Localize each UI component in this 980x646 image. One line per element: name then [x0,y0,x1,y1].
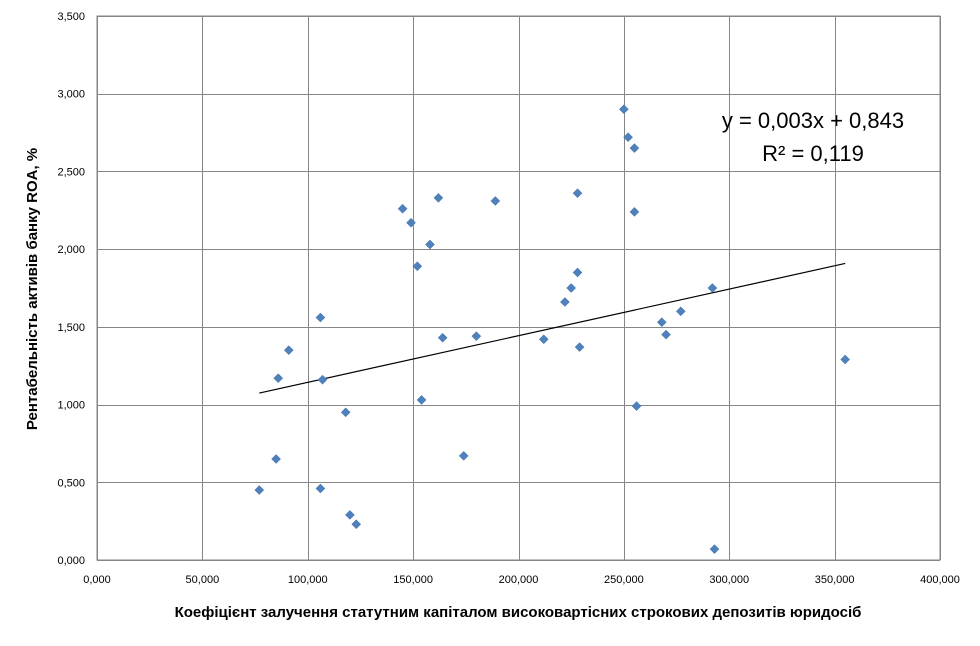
x-axis-title: Коефіцієнт залучення статутним капіталом… [175,604,862,621]
y-tick-label: 1,000 [57,400,85,412]
data-point-marker [709,544,720,554]
gridlines [96,15,941,561]
data-point-marker [283,345,294,356]
data-point-marker [315,312,326,323]
y-axis-ticks: 0,000 0,500 1,000 1,500 2,000 2,500 3,000 3,500 [57,11,85,567]
data-point-marker [416,395,427,405]
data-point-marker [340,407,351,418]
x-tick-label: 200,000 [499,574,539,586]
data-point-marker [490,196,501,206]
r-squared-label: R² = 0,119 [762,141,864,166]
data-point-marker [397,203,408,214]
y-tick-label: 2,000 [57,244,85,256]
data-point-marker [471,331,482,342]
data-point-marker [412,261,423,272]
x-tick-label: 150,000 [393,574,433,586]
x-tick-label: 100,000 [288,574,328,586]
y-tick-label: 3,000 [57,89,85,101]
linear-trendline [259,262,846,394]
x-tick-label: 300,000 [709,574,749,586]
data-point-marker [631,401,642,411]
data-point-marker [566,283,577,293]
x-tick-label: 50,000 [186,574,220,586]
y-tick-label: 0,000 [57,555,85,567]
data-point-marker [345,510,355,520]
data-point-marker [271,454,281,464]
data-point-marker [273,373,284,384]
y-tick-label: 1,500 [57,322,85,334]
data-point-marker [572,188,583,199]
data-point-marker [675,306,686,317]
data-point-marker [840,354,851,365]
y-axis-title: Рентабельність активів банку ROA, % [24,148,41,430]
x-tick-label: 400,000 [920,574,960,586]
data-point-marker [656,317,667,328]
data-point-marker [560,297,570,307]
data-point-marker [406,217,416,228]
data-point-marker [574,342,585,352]
data-point-marker [623,132,633,143]
data-point-marker [707,283,718,293]
data-point-marker [315,483,326,494]
x-tick-label: 0,000 [83,574,111,586]
data-point-marker [572,267,583,278]
data-points [254,104,851,554]
data-point-marker [317,374,328,385]
data-point-marker [458,451,469,461]
data-point-marker [437,332,448,343]
data-point-marker [425,239,435,250]
y-tick-label: 2,500 [57,166,85,178]
y-tick-label: 3,500 [57,11,85,23]
data-point-marker [351,519,362,530]
y-tick-label: 0,500 [57,477,85,489]
trendline-equation: y = 0,003x + 0,843 [722,108,904,133]
data-point-marker [629,206,640,217]
data-point-marker [538,334,549,345]
data-point-marker [254,485,265,495]
x-axis-ticks: 0,000 50,000 100,000 150,000 200,000 250,000 3… [83,574,960,586]
x-tick-label: 350,000 [815,574,855,586]
plot-area-frame [96,15,941,561]
data-point-marker [433,192,444,203]
data-point-marker [661,329,671,340]
data-point-marker [619,104,629,115]
trendline-group [259,262,846,394]
data-point-marker [629,143,640,153]
x-tick-label: 250,000 [604,574,644,586]
